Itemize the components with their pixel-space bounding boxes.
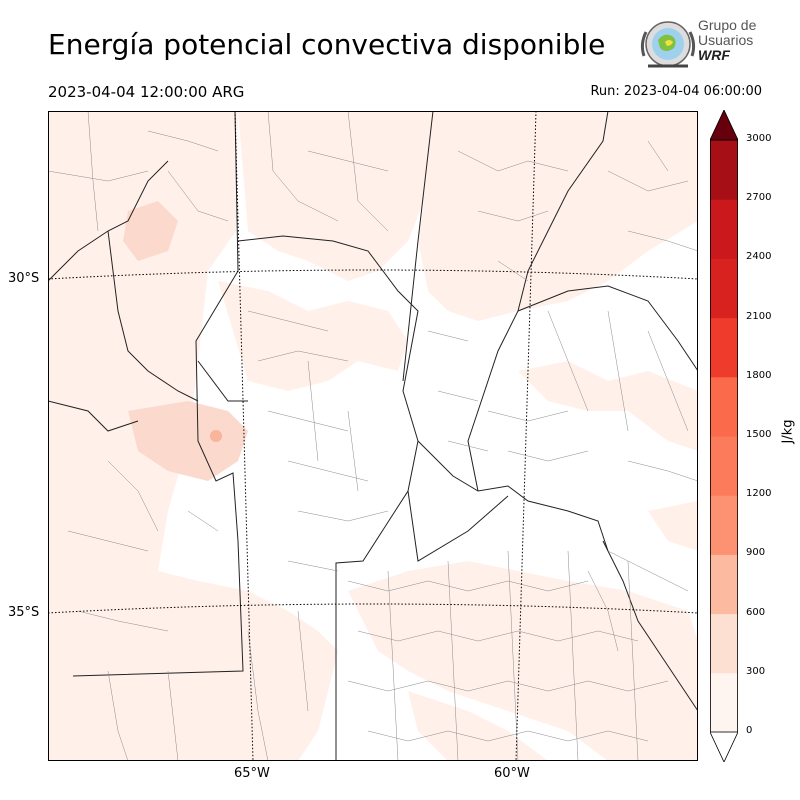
colorbar-tick-label: 2700 bbox=[746, 192, 772, 204]
colorbar-segment bbox=[710, 199, 738, 259]
colorbar-segment bbox=[710, 376, 738, 437]
colorbar-tick-label: 2100 bbox=[746, 310, 772, 322]
colorbar-segment bbox=[710, 613, 738, 674]
colorbar-frame bbox=[710, 139, 738, 733]
colorbar-segment bbox=[710, 258, 738, 319]
lon-label-60w: 60°W bbox=[494, 766, 530, 781]
valid-time: 2023-04-04 12:00:00 ARG bbox=[48, 83, 245, 101]
colorbar-under-triangle bbox=[710, 731, 738, 762]
grupo-usuarios-wrf-logo: Grupo de Usuarios WRF bbox=[638, 16, 768, 72]
lat-label-35s: 35°S bbox=[8, 605, 40, 620]
cape-field-0-300 bbox=[48, 111, 698, 761]
department-boundaries bbox=[48, 111, 698, 761]
province-boundaries bbox=[48, 111, 698, 761]
colorbar-segment bbox=[710, 317, 738, 378]
colorbar-tick-label: 600 bbox=[746, 606, 766, 618]
colorbar-segment bbox=[710, 554, 738, 615]
logo-text: Grupo de Usuarios WRF bbox=[698, 17, 757, 63]
cape-map bbox=[48, 111, 698, 761]
colorbar-tick-label: 1800 bbox=[746, 369, 772, 381]
colorbar-tick-label: 900 bbox=[746, 547, 766, 559]
colorbar-tick-label: 1200 bbox=[746, 488, 772, 500]
map-title: Energía potencial convectiva disponible bbox=[48, 28, 606, 61]
colorbar-tick-label: 2400 bbox=[746, 251, 772, 263]
colorbar-segment bbox=[710, 140, 738, 200]
colorbar-tick-label: 0 bbox=[746, 725, 753, 736]
colorbar-segment bbox=[710, 672, 738, 733]
cape-field-300-600 bbox=[123, 201, 248, 481]
map-frame bbox=[48, 111, 698, 761]
run-time: Run: 2023-04-04 06:00:00 bbox=[590, 84, 762, 99]
colorbar-tick-label: 1500 bbox=[746, 429, 772, 440]
colorbar-unit: J/kg bbox=[780, 419, 796, 444]
lon-label-65w: 65°W bbox=[234, 766, 270, 781]
lat-label-30s: 30°S bbox=[8, 271, 40, 286]
colorbar-tick-label: 3000 bbox=[746, 133, 772, 144]
cape-field-600-900 bbox=[210, 430, 222, 442]
colorbar-segment bbox=[710, 436, 738, 496]
colorbar-tick-label: 300 bbox=[746, 665, 766, 677]
colorbar bbox=[710, 110, 738, 762]
colorbar-segment bbox=[710, 495, 738, 555]
colorbar-over-triangle bbox=[710, 110, 738, 141]
graticule bbox=[48, 111, 698, 761]
globe-seal-icon bbox=[640, 21, 696, 68]
